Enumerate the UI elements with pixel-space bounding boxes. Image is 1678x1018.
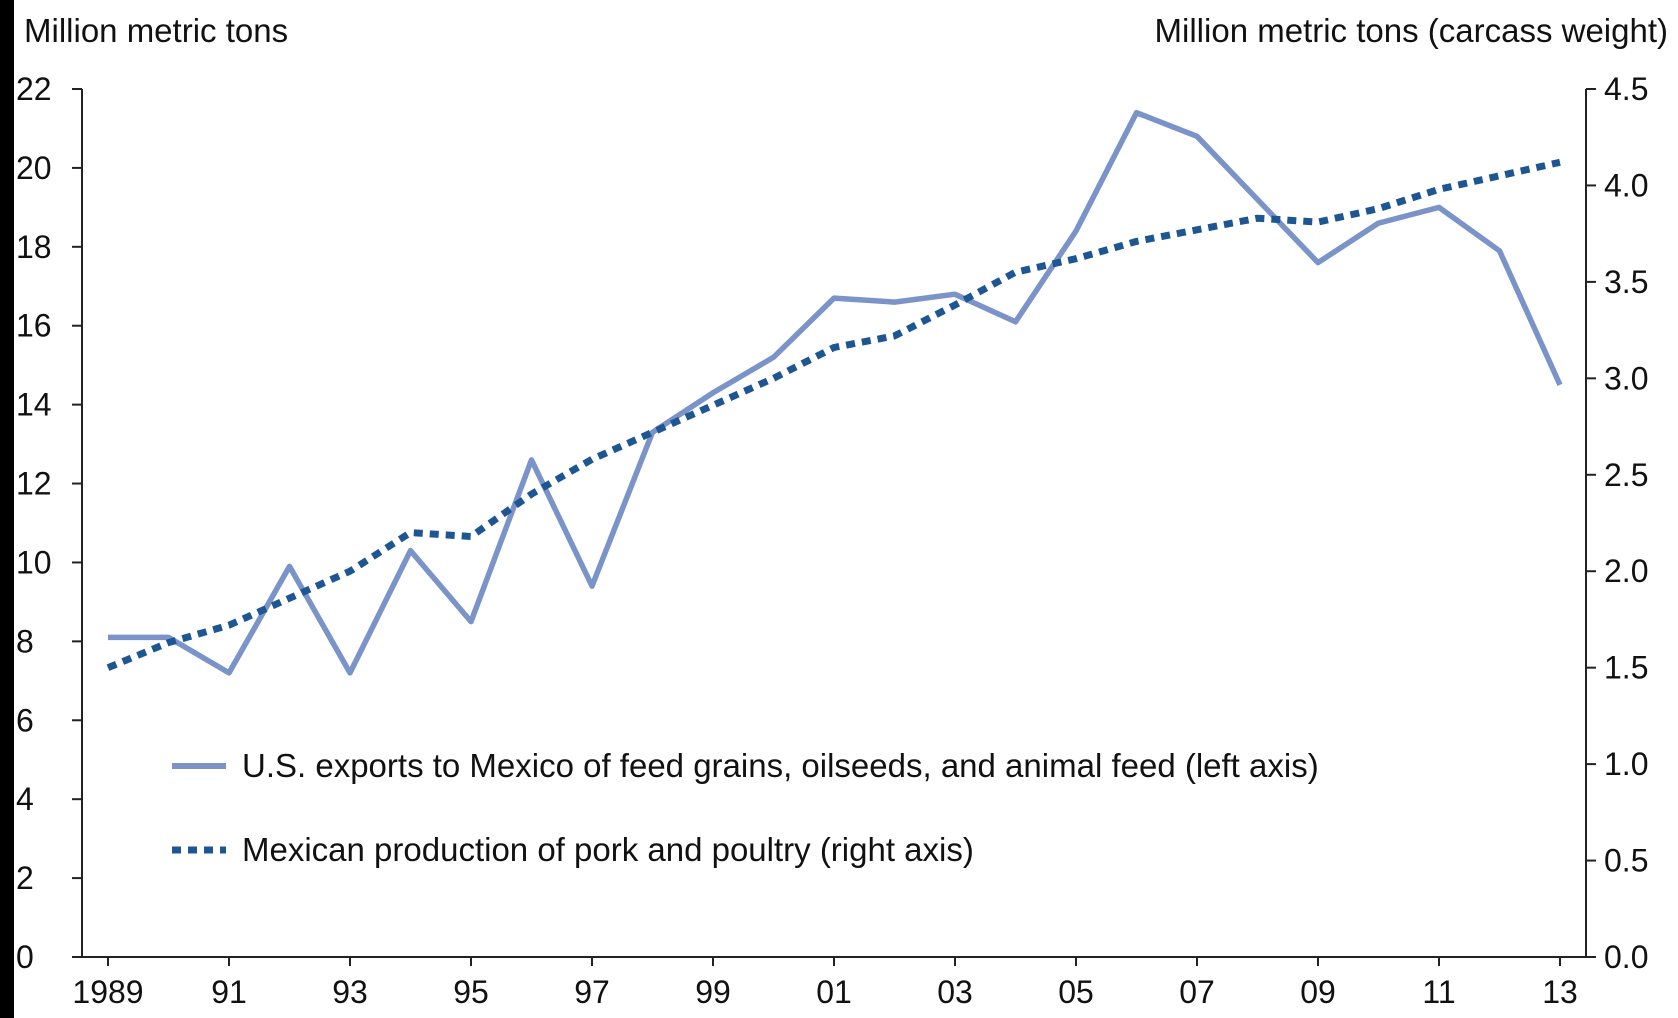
right-tick-label: 4.0 — [1604, 167, 1648, 203]
right-tick-label: 4.5 — [1604, 71, 1648, 107]
series-line-exports — [108, 109, 1563, 676]
legend-label-exports: U.S. exports to Mexico of feed grains, o… — [242, 747, 1319, 784]
right-tick-label: 3.5 — [1604, 264, 1648, 300]
left-tick-label: 14 — [16, 387, 52, 423]
series-layer — [106, 109, 1563, 676]
left-tick-label: 16 — [16, 308, 52, 344]
right-tick-label: 3.0 — [1604, 360, 1648, 396]
x-tick-label: 05 — [1058, 974, 1094, 1010]
right-axis-title: Million metric tons (carcass weight) — [1155, 12, 1668, 49]
x-tick-label: 1989 — [72, 974, 143, 1010]
x-tick-label: 11 — [1422, 974, 1455, 1010]
left-tick-label: 8 — [16, 623, 34, 659]
x-tick-label: 99 — [695, 974, 731, 1010]
right-tick-label: 1.5 — [1604, 650, 1648, 686]
right-tick-label: 0.0 — [1604, 939, 1648, 975]
legend-label-production: Mexican production of pork and poultry (… — [242, 831, 974, 868]
x-tick-label: 01 — [816, 974, 852, 1010]
left-tick-label: 0 — [16, 939, 34, 975]
left-tick-label: 20 — [16, 150, 52, 186]
right-tick-label: 1.0 — [1604, 746, 1648, 782]
left-axis-title: Million metric tons — [24, 12, 288, 49]
left-tick-label: 22 — [16, 71, 52, 107]
left-tick-label: 10 — [16, 544, 52, 580]
x-tick-label: 07 — [1179, 974, 1215, 1010]
x-tick-label: 09 — [1300, 974, 1336, 1010]
left-tick-label: 2 — [16, 860, 34, 896]
legend: U.S. exports to Mexico of feed grains, o… — [172, 747, 1319, 868]
right-tick-label: 2.5 — [1604, 457, 1648, 493]
series-line-production — [106, 158, 1561, 671]
right-tick-label: 0.5 — [1604, 843, 1648, 879]
figure-left-border — [0, 0, 14, 1018]
x-tick-label: 95 — [453, 974, 489, 1010]
x-tick-label: 93 — [332, 974, 368, 1010]
axes: 0 2 4 6 8 10 12 14 16 18 20 22 0.0 0.5 1.0 1.5 2.0 2.5 3.0… — [16, 71, 1648, 1010]
left-tick-label: 4 — [16, 781, 34, 817]
right-tick-label: 2.0 — [1604, 553, 1648, 589]
left-tick-label: 18 — [16, 229, 52, 265]
x-tick-label: 03 — [937, 974, 973, 1010]
left-tick-label: 6 — [16, 702, 34, 738]
x-tick-label: 13 — [1542, 974, 1578, 1010]
x-tick-label: 91 — [211, 974, 247, 1010]
left-tick-label: 12 — [16, 466, 52, 502]
x-tick-label: 97 — [574, 974, 610, 1010]
